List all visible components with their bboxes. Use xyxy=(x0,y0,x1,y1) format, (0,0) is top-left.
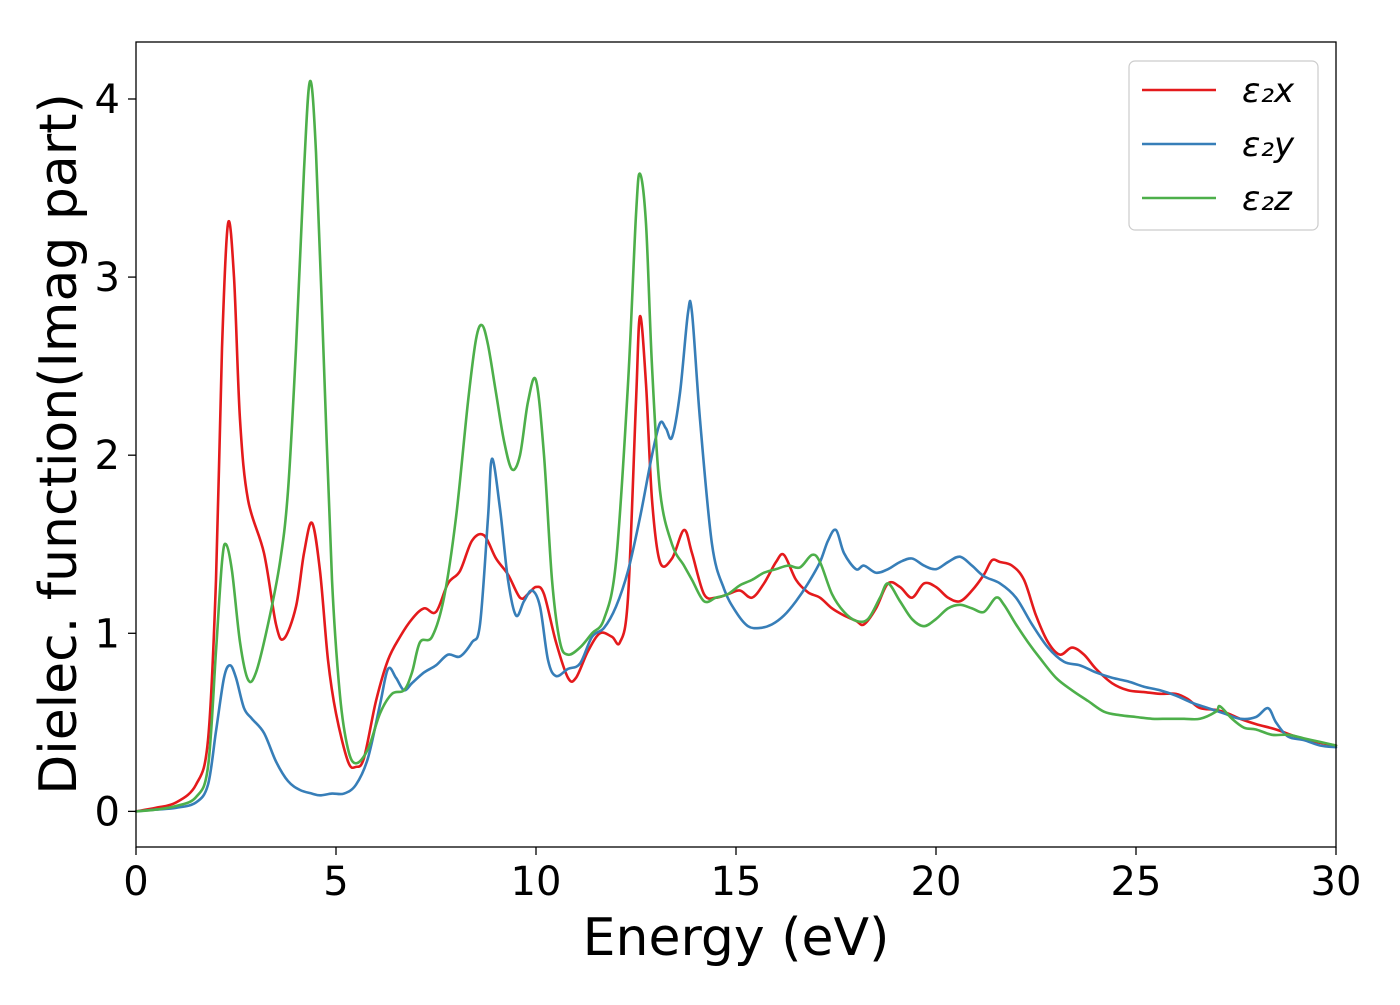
x-tick-label: 20 xyxy=(911,859,962,905)
y-tick-label: 3 xyxy=(95,255,120,301)
y-tick-label: 4 xyxy=(95,77,120,123)
x-tick-label: 25 xyxy=(1111,859,1162,905)
x-axis: 0 5 10 15 20 25 30 xyxy=(123,847,1361,905)
y-tick-label: 1 xyxy=(95,611,120,657)
series-layer xyxy=(134,79,1338,813)
x-tick-label: 30 xyxy=(1311,859,1362,905)
y-axis: 0 1 2 3 4 xyxy=(95,77,136,835)
x-axis-label: Energy (eV) xyxy=(583,908,890,968)
y-tick-label: 0 xyxy=(95,789,120,835)
y-tick-label: 2 xyxy=(95,433,120,479)
legend: ε₂x ε₂y ε₂z xyxy=(1128,60,1319,231)
legend-label: ε₂y xyxy=(1242,125,1295,165)
x-tick-label: 5 xyxy=(323,859,348,905)
y-axis-label: Dielec. function(Imag part) xyxy=(29,93,89,795)
x-tick-label: 0 xyxy=(123,859,148,905)
legend-box xyxy=(1128,60,1319,231)
series-line-2 xyxy=(134,79,1338,813)
x-tick-label: 10 xyxy=(511,859,562,905)
series-line-1 xyxy=(134,299,1338,813)
legend-label: ε₂x xyxy=(1242,71,1295,111)
legend-label: ε₂z xyxy=(1242,179,1293,219)
x-tick-label: 15 xyxy=(711,859,762,905)
series-line-0 xyxy=(134,219,1338,813)
